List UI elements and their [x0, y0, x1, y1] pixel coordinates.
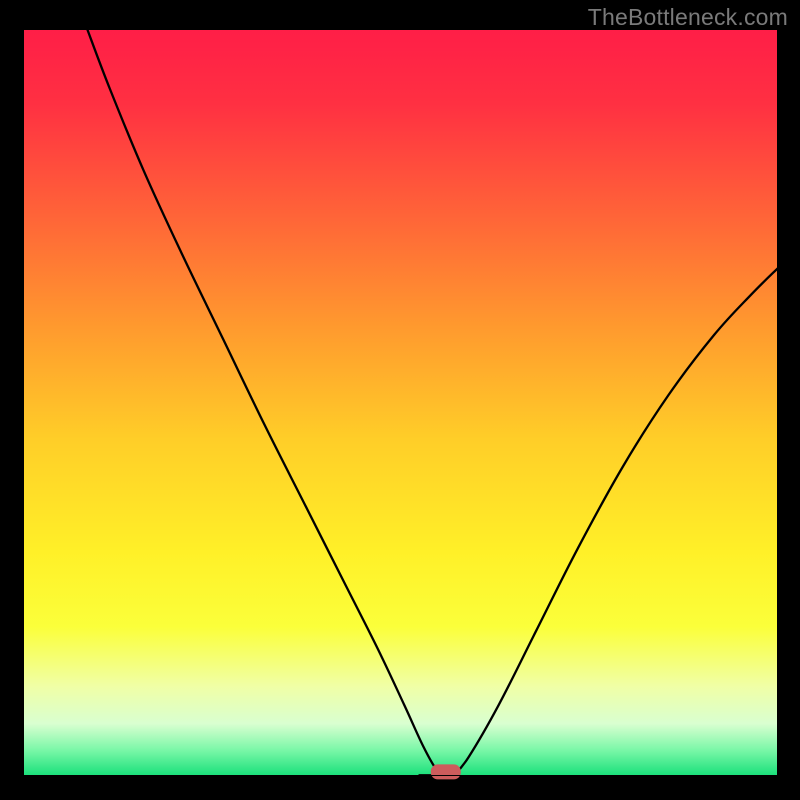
plot-frame: [23, 29, 778, 776]
watermark-text: TheBottleneck.com: [588, 4, 788, 31]
